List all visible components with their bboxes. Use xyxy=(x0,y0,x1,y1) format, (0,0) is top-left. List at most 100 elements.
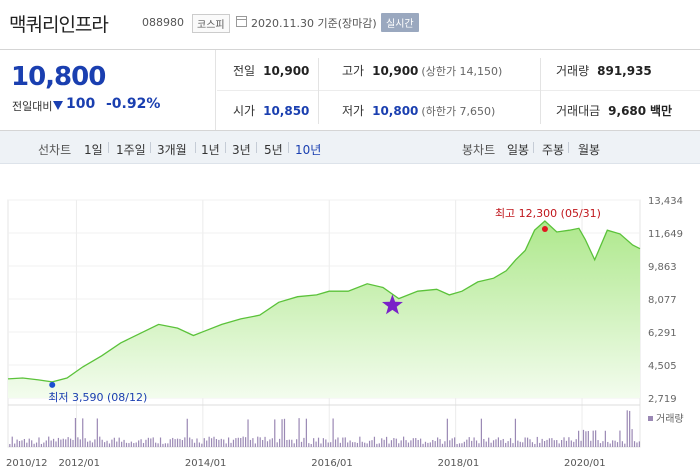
candle-monthly[interactable]: 월봉 xyxy=(578,143,601,157)
volume-bar xyxy=(254,443,256,447)
period-10y[interactable]: 10년 xyxy=(295,143,322,157)
volume-bar xyxy=(390,440,393,447)
volume-bar xyxy=(546,439,548,447)
volume-bar xyxy=(159,437,162,447)
volume-bar xyxy=(99,436,101,447)
volume-bar xyxy=(155,442,157,447)
volume-bar xyxy=(14,443,16,447)
volume-bar xyxy=(210,438,213,447)
volume-bar xyxy=(252,438,254,447)
volume-bar xyxy=(570,440,572,447)
open-cell: 시가 10,850 xyxy=(233,102,309,119)
volume-bar xyxy=(534,443,536,447)
volume-bar xyxy=(223,439,225,447)
volume-bar xyxy=(624,443,626,447)
volume-bar xyxy=(543,441,546,447)
volume-bar xyxy=(497,437,499,447)
volume-bar xyxy=(575,439,577,447)
volume-bar xyxy=(514,418,517,447)
quote-date: 2020.11.30 기준(장마감) xyxy=(251,17,377,30)
volume-bar xyxy=(300,441,303,447)
summary-divider xyxy=(217,90,700,91)
candle-chart-title: 봉차트 xyxy=(462,143,496,157)
volume-bar xyxy=(293,443,295,447)
volume-bar xyxy=(558,443,560,447)
volume-bar xyxy=(412,438,414,447)
volume-bar xyxy=(599,443,602,447)
volume-bar xyxy=(473,437,475,447)
volume-legend-swatch xyxy=(648,416,653,421)
volume-bar xyxy=(400,440,402,447)
volume-bar xyxy=(330,442,332,447)
volume-bar xyxy=(38,437,40,447)
volume-bar xyxy=(9,444,11,447)
volume-bar xyxy=(125,442,128,447)
volume-bar xyxy=(206,440,208,447)
volume-bar xyxy=(298,418,300,447)
volume-bar xyxy=(140,439,142,447)
volume-bar xyxy=(561,440,563,447)
stock-code: 088980 xyxy=(142,16,184,29)
high-marker xyxy=(541,225,548,232)
candle-weekly[interactable]: 주봉 xyxy=(542,143,565,157)
volume-bar xyxy=(529,439,531,447)
star-marker-icon xyxy=(382,294,403,315)
volume-bar xyxy=(213,436,215,447)
volume-bar xyxy=(364,442,366,447)
volume-bar xyxy=(28,438,30,447)
volume-bar xyxy=(232,439,235,447)
volume-bar xyxy=(276,442,278,447)
high-annotation: 최고 12,300 (05/31) xyxy=(495,207,601,220)
volume-bar xyxy=(52,438,55,447)
volume-bar xyxy=(145,439,147,447)
period-bar: 선차트 1일 1주일 3개월 1년 3년 5년 10년 봉차트 일봉 주봉 월봉 xyxy=(0,131,700,164)
volume-bar xyxy=(444,441,446,447)
volume-bar xyxy=(405,440,407,447)
volume-bar xyxy=(490,442,492,447)
x-tick-label: 2018/01 xyxy=(438,458,480,469)
volume-bar xyxy=(286,439,288,447)
realtime-button[interactable]: 실시간 xyxy=(381,13,419,32)
volume-bar xyxy=(403,436,405,447)
period-3y[interactable]: 3년 xyxy=(232,143,251,157)
volume-bar xyxy=(274,419,276,447)
lower-limit: (하한가 7,650) xyxy=(421,105,496,118)
volume-bar xyxy=(123,439,125,447)
low-cell: 저가 10,800 (하한가 7,650) xyxy=(342,102,495,119)
volume-bar xyxy=(631,429,633,447)
volume-bar xyxy=(203,438,205,447)
volume-bar xyxy=(113,437,115,447)
volume-label: 거래량 xyxy=(556,64,590,78)
period-1y[interactable]: 1년 xyxy=(201,143,220,157)
current-price-box: 10,800 전일대비 100 -0.92% xyxy=(0,50,216,130)
volume-bar xyxy=(580,440,582,447)
price-area-fill xyxy=(8,221,640,398)
volume-bar xyxy=(65,439,67,447)
volume-bar xyxy=(162,443,164,447)
candle-daily[interactable]: 일봉 xyxy=(507,143,530,157)
period-separator xyxy=(225,142,226,153)
volume-bar xyxy=(193,442,196,447)
volume-bar xyxy=(116,441,118,447)
period-5y[interactable]: 5년 xyxy=(264,143,283,157)
down-triangle-icon xyxy=(53,101,63,110)
period-1d[interactable]: 1일 xyxy=(84,143,103,157)
change-value: 100 xyxy=(66,96,96,112)
volume-bar xyxy=(245,437,247,447)
period-3m[interactable]: 3개월 xyxy=(157,143,187,157)
volume-bar xyxy=(89,440,91,447)
amount-label: 거래대금 xyxy=(556,104,601,118)
volume-bar xyxy=(636,442,638,447)
volume-bar xyxy=(79,439,81,447)
volume-bar xyxy=(91,442,94,447)
volume-bar xyxy=(633,441,636,447)
volume-bar xyxy=(616,442,619,447)
volume-bar xyxy=(176,438,179,447)
volume-bar xyxy=(235,438,237,447)
volume-bar xyxy=(417,439,419,447)
volume-bar xyxy=(269,439,271,447)
period-1w[interactable]: 1주일 xyxy=(116,143,146,157)
low-marker xyxy=(49,381,56,388)
volume-bar xyxy=(174,439,176,447)
volume-bar xyxy=(337,437,339,447)
